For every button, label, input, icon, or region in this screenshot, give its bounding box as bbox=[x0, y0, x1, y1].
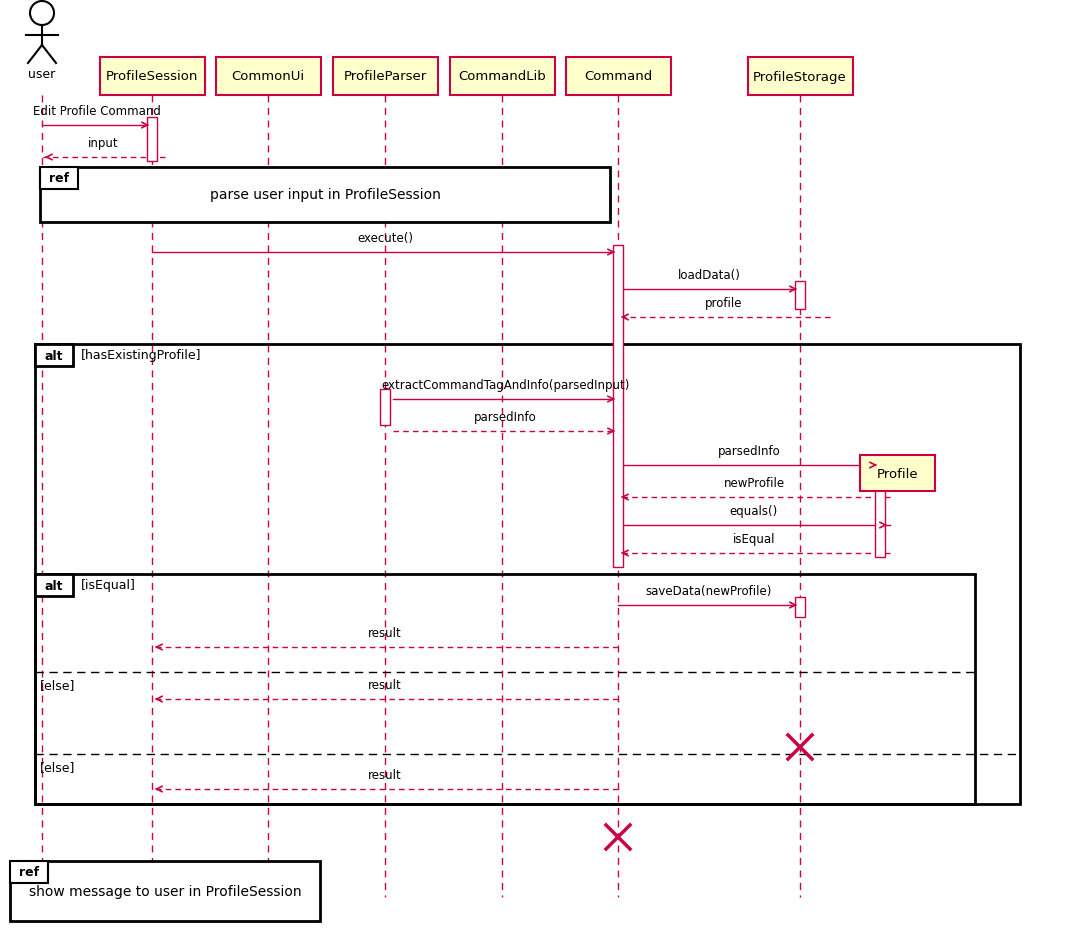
Text: saveData(newProfile): saveData(newProfile) bbox=[646, 584, 772, 598]
FancyBboxPatch shape bbox=[613, 245, 623, 567]
Text: CommandLib: CommandLib bbox=[458, 71, 546, 83]
FancyBboxPatch shape bbox=[449, 58, 554, 96]
Text: loadData(): loadData() bbox=[678, 269, 741, 281]
Text: input: input bbox=[88, 137, 119, 150]
Text: [hasExistingProfile]: [hasExistingProfile] bbox=[81, 349, 202, 362]
FancyBboxPatch shape bbox=[35, 574, 73, 597]
Text: ref: ref bbox=[19, 866, 39, 879]
FancyBboxPatch shape bbox=[875, 458, 885, 557]
Text: CommonUi: CommonUi bbox=[231, 71, 304, 83]
FancyBboxPatch shape bbox=[333, 58, 437, 96]
FancyBboxPatch shape bbox=[35, 345, 73, 366]
Text: Edit Profile Command: Edit Profile Command bbox=[33, 105, 161, 118]
Text: parsedInfo: parsedInfo bbox=[718, 445, 780, 458]
Text: ProfileParser: ProfileParser bbox=[344, 71, 427, 83]
FancyBboxPatch shape bbox=[10, 861, 320, 921]
Text: parse user input in ProfileSession: parse user input in ProfileSession bbox=[209, 188, 441, 202]
Text: result: result bbox=[368, 626, 401, 639]
Text: [else]: [else] bbox=[40, 761, 75, 774]
Text: equals(): equals() bbox=[730, 504, 778, 517]
FancyBboxPatch shape bbox=[99, 58, 204, 96]
Text: alt: alt bbox=[45, 349, 63, 362]
FancyBboxPatch shape bbox=[10, 861, 48, 883]
Text: ref: ref bbox=[49, 173, 69, 185]
Text: isEqual: isEqual bbox=[733, 532, 776, 546]
Text: result: result bbox=[368, 768, 401, 782]
Text: execute(): execute() bbox=[357, 232, 413, 244]
Text: user: user bbox=[28, 68, 56, 81]
Text: newProfile: newProfile bbox=[723, 477, 784, 490]
FancyBboxPatch shape bbox=[216, 58, 321, 96]
Text: parsedInfo: parsedInfo bbox=[475, 411, 537, 424]
FancyBboxPatch shape bbox=[860, 456, 935, 492]
FancyBboxPatch shape bbox=[40, 168, 610, 223]
FancyBboxPatch shape bbox=[147, 118, 157, 161]
Text: profile: profile bbox=[705, 296, 743, 310]
FancyBboxPatch shape bbox=[565, 58, 671, 96]
FancyBboxPatch shape bbox=[380, 390, 389, 426]
Text: alt: alt bbox=[45, 579, 63, 592]
FancyBboxPatch shape bbox=[795, 281, 805, 310]
FancyBboxPatch shape bbox=[747, 58, 852, 96]
Text: extractCommandTagAndInfo(parsedInput): extractCommandTagAndInfo(parsedInput) bbox=[382, 379, 630, 392]
Text: [else]: [else] bbox=[40, 679, 75, 692]
Text: Profile: Profile bbox=[877, 467, 919, 480]
Text: [isEqual]: [isEqual] bbox=[81, 579, 136, 592]
FancyBboxPatch shape bbox=[40, 168, 77, 190]
FancyBboxPatch shape bbox=[795, 598, 805, 617]
Text: ProfileStorage: ProfileStorage bbox=[753, 71, 847, 83]
Text: Command: Command bbox=[584, 71, 652, 83]
Text: result: result bbox=[368, 679, 401, 691]
Text: ProfileSession: ProfileSession bbox=[106, 71, 199, 83]
Text: show message to user in ProfileSession: show message to user in ProfileSession bbox=[28, 885, 301, 898]
